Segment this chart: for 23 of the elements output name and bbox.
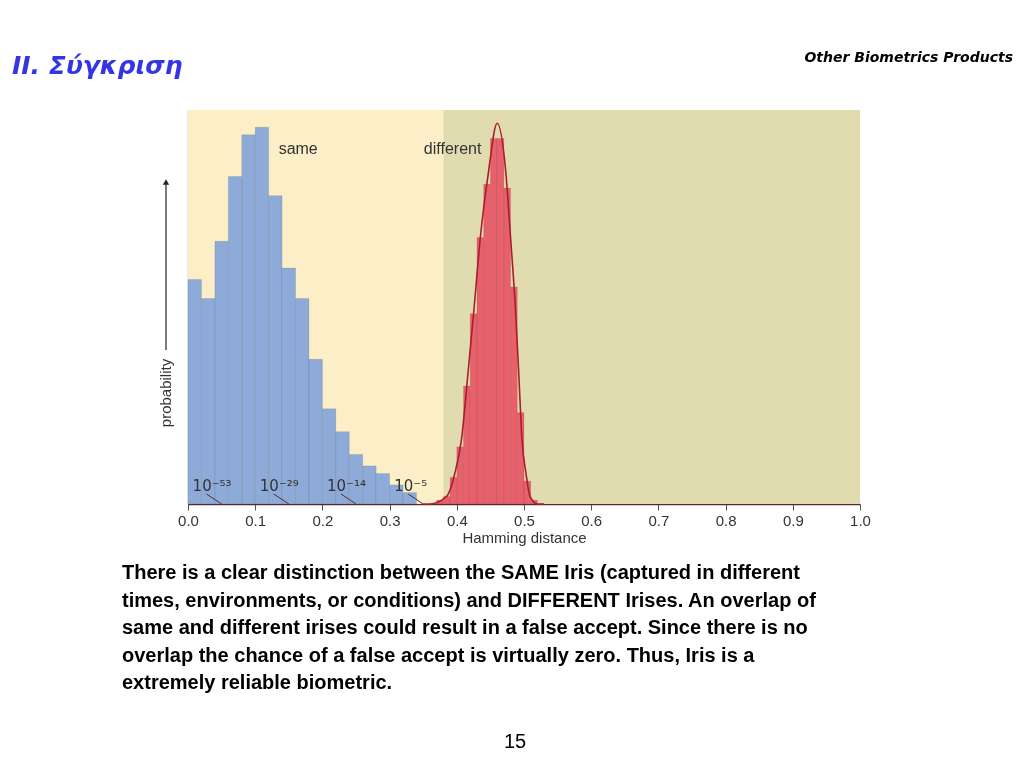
x-tick-label: 0.5 — [514, 511, 535, 529]
x-tick-label: 0.0 — [178, 511, 199, 529]
x-tick-label: 1.0 — [850, 511, 871, 529]
series-label: different — [423, 140, 482, 157]
chart-title: II. Σύγκριση — [12, 51, 183, 80]
x-tick-label: 0.6 — [581, 511, 603, 529]
x-tick-label: 0.7 — [648, 511, 670, 529]
x-tick-label: 0.9 — [782, 511, 804, 529]
x-tick-label: 0.2 — [312, 511, 334, 529]
text: 15 — [503, 730, 527, 752]
annotation: 10⁻⁵ — [394, 477, 428, 495]
x-tick-label: 0.4 — [446, 511, 468, 529]
x-tick-label: 0.1 — [245, 511, 267, 529]
annotation: 10⁻⁵³ — [192, 477, 232, 495]
x-axis-title: Hamming distance — [462, 528, 587, 546]
text: There is a clear distinction between the SAME Iris (captured in different times, environments, or conditions) and DIFFERENT Irises. An overlap of same and different irises could result in a false accept. Since there is no overlap the chance of a false accept is virtually zero. Thus, Iris is a extremely reliable biometric. — [122, 561, 817, 693]
annotation: 10⁻²⁹ — [259, 477, 299, 495]
series-label: same — [278, 140, 318, 157]
x-tick-label: 0.3 — [379, 511, 401, 529]
text: Other Biometrics Products — [804, 49, 1013, 65]
x-tick-label: 0.8 — [715, 511, 737, 529]
y-axis-title: probability — [157, 358, 174, 428]
annotation: 10⁻¹⁴ — [327, 477, 367, 495]
